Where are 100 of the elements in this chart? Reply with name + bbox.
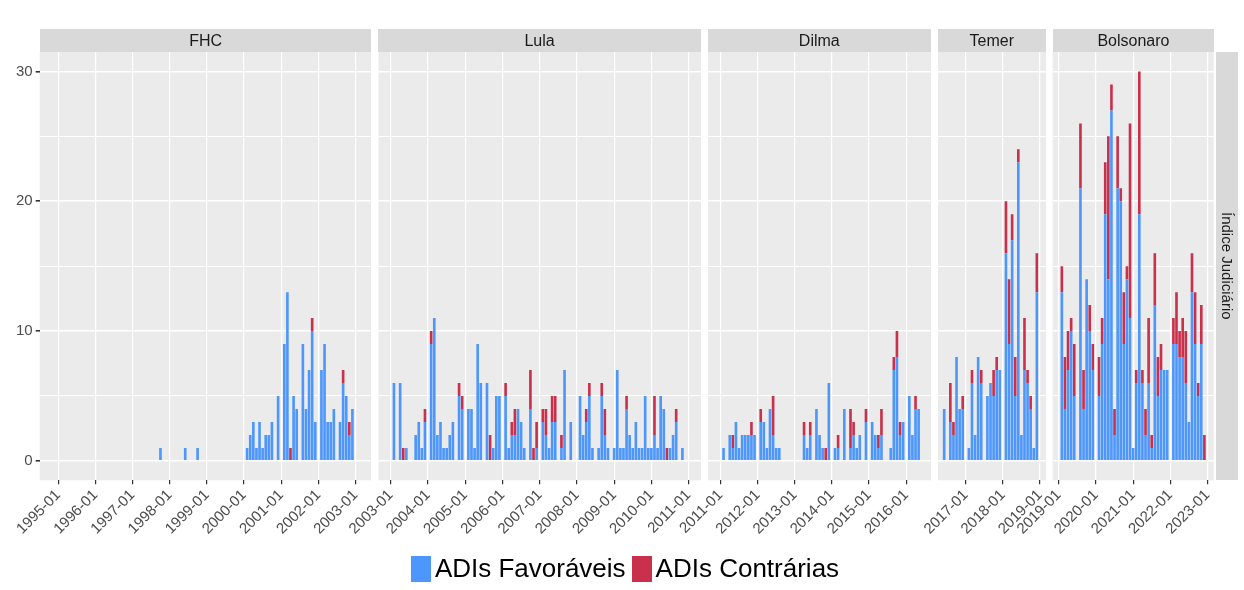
bar xyxy=(752,434,756,461)
bar xyxy=(808,434,812,461)
bar xyxy=(1088,305,1092,332)
bar xyxy=(252,421,255,461)
bar xyxy=(348,421,351,435)
bar xyxy=(814,408,818,461)
bar xyxy=(955,357,958,461)
bar xyxy=(1026,370,1029,383)
bar xyxy=(848,408,852,448)
bar xyxy=(749,434,753,461)
bar xyxy=(1073,344,1076,396)
y-tick-label: 0 xyxy=(24,451,34,469)
bar xyxy=(563,370,566,461)
bar xyxy=(1016,162,1020,461)
bar xyxy=(917,408,920,461)
bar xyxy=(323,344,327,461)
bar xyxy=(432,318,436,461)
bar xyxy=(587,383,591,396)
chart-title: Temer xyxy=(937,29,1046,52)
bar xyxy=(439,421,442,461)
bar xyxy=(777,447,781,461)
bar xyxy=(497,395,501,461)
bar xyxy=(1029,395,1032,409)
bar xyxy=(653,434,656,461)
bar xyxy=(535,421,538,448)
bar xyxy=(351,408,355,461)
bar xyxy=(528,408,532,461)
bar xyxy=(587,395,591,461)
bar xyxy=(879,434,883,461)
bar xyxy=(159,447,163,461)
bar xyxy=(858,434,861,461)
bar xyxy=(907,395,911,461)
bar xyxy=(559,434,563,448)
bar xyxy=(470,408,473,461)
bar xyxy=(852,434,855,461)
bar xyxy=(1116,136,1120,189)
bar xyxy=(998,370,1001,461)
bar xyxy=(995,357,998,371)
bar xyxy=(600,383,603,396)
bar xyxy=(1153,305,1157,461)
bar xyxy=(749,421,753,435)
bar xyxy=(1150,434,1154,448)
bar xyxy=(625,395,628,409)
bar xyxy=(1104,214,1107,461)
bar xyxy=(196,447,200,461)
bar xyxy=(625,408,628,461)
bar xyxy=(1144,408,1148,435)
bar xyxy=(504,383,507,396)
legend-label: ADIs Contrárias xyxy=(655,553,840,584)
bar xyxy=(1079,188,1083,461)
bar xyxy=(1110,110,1114,461)
bar xyxy=(1138,214,1141,461)
bar xyxy=(979,370,983,383)
bar xyxy=(722,447,725,461)
bar xyxy=(569,421,572,461)
chart-title: Lula xyxy=(378,29,701,52)
bar xyxy=(1200,305,1203,345)
bar xyxy=(528,370,532,409)
y-tick-label: 20 xyxy=(16,191,34,209)
bar xyxy=(1153,253,1157,306)
bar xyxy=(948,421,952,461)
bar xyxy=(728,434,731,461)
bar xyxy=(1085,279,1089,461)
bar xyxy=(759,408,762,422)
bar xyxy=(961,408,964,461)
bar xyxy=(289,447,293,461)
bar xyxy=(842,408,846,461)
bar xyxy=(1135,370,1138,383)
bar xyxy=(1119,188,1123,202)
bar xyxy=(674,408,678,422)
bar xyxy=(584,408,588,422)
bar xyxy=(1022,370,1026,461)
y-tick-label: 30 xyxy=(16,61,34,79)
bar xyxy=(992,370,995,396)
bar xyxy=(948,383,952,422)
bar xyxy=(615,370,619,461)
bar xyxy=(600,395,603,461)
bar xyxy=(1016,149,1020,163)
chart-title: Dilma xyxy=(707,29,931,52)
bar xyxy=(1147,383,1151,461)
bar xyxy=(460,395,464,409)
bar xyxy=(1147,318,1151,383)
bar xyxy=(1172,344,1176,461)
bar xyxy=(476,344,479,461)
text: Índice Judiciário xyxy=(1216,52,1238,481)
bar xyxy=(1138,71,1141,215)
bar xyxy=(417,421,420,461)
bar xyxy=(1113,408,1117,435)
bar xyxy=(1082,370,1086,409)
bar xyxy=(674,421,678,461)
bar xyxy=(1203,434,1207,461)
bar xyxy=(1116,188,1120,461)
bar xyxy=(1181,357,1185,461)
bar xyxy=(653,395,656,435)
bar xyxy=(808,421,812,435)
bar xyxy=(1107,136,1110,280)
bar xyxy=(258,421,262,461)
bar xyxy=(504,395,507,461)
bar xyxy=(1197,383,1200,396)
y-tick-label: 10 xyxy=(16,321,34,339)
